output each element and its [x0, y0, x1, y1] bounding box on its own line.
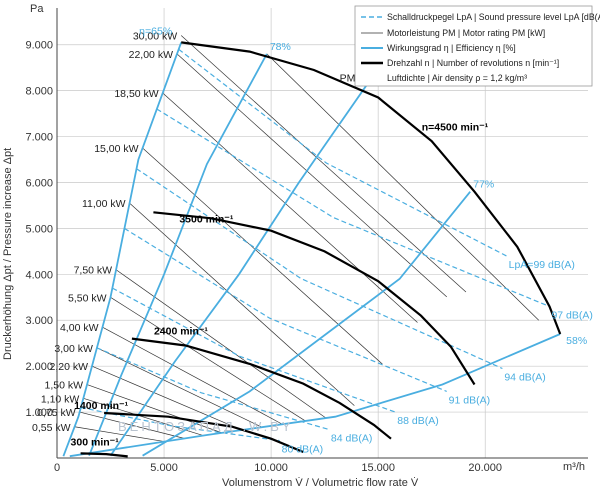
y-tick-label: 8.000 — [25, 86, 53, 98]
x-tick-label: 15.000 — [361, 462, 395, 474]
power-line — [142, 147, 383, 365]
speed-curve-label: 3500 min⁻¹ — [179, 213, 233, 225]
sound-pressure-label: 91 dB(A) — [449, 394, 490, 406]
power-line-label: 1,50 kW — [45, 380, 84, 392]
speed-curve — [104, 411, 304, 454]
power-line — [91, 365, 243, 431]
watermark-text: ВЕНТОЗАПАД .W.BY — [118, 419, 294, 434]
speed-curves — [80, 41, 562, 458]
y-tick-label: 4.000 — [25, 269, 53, 281]
curve-labels: 0,55 kW 0,75 kW 1,10 kW1,50 kW 2,20 kW 3,00 … — [32, 25, 593, 455]
efficiency-line — [142, 191, 471, 457]
efficiency-lines — [62, 42, 561, 458]
y-tick-label: 5.000 — [25, 223, 53, 235]
y-tick-label: 3.000 — [25, 315, 53, 327]
speed-curve — [153, 211, 476, 386]
power-line — [74, 426, 165, 442]
power-line — [266, 53, 539, 321]
power-line-label: 0,55 kW — [32, 422, 71, 434]
sound-pressure-line — [112, 287, 396, 413]
sound-pressure-label: 94 dB(A) — [504, 371, 545, 383]
x-axis-title: Volumenstrom V̇ / Volumetric flow rate V… — [222, 476, 419, 489]
y-tick-label: 6.000 — [25, 177, 53, 189]
power-line — [115, 269, 327, 419]
x-tick-label: 5.000 — [150, 462, 178, 474]
speed-curve — [131, 337, 392, 440]
legend: Schalldruckpegel LpA | Sound pressure le… — [354, 5, 600, 87]
y-unit-label: Pa — [30, 3, 44, 15]
sound-pressure-lines — [80, 48, 550, 442]
power-line-label: 1,10 kW — [41, 393, 80, 405]
speed-curve — [80, 452, 128, 458]
legend-item-speed: Drehzahl n | Number of revolutions n [mi… — [387, 58, 559, 68]
legend-item-power: Motorleistung PM | Motor rating PM [kW] — [387, 28, 545, 38]
motor-power-lines — [74, 35, 539, 442]
sound-pressure-line — [178, 48, 507, 257]
power-line — [86, 384, 223, 434]
sound-pressure-line — [96, 347, 330, 431]
axes: 0 5.000 10.000 15.000 20.000 1.000 2.000 3.000 4… — [25, 8, 588, 474]
efficiency-line — [69, 333, 561, 458]
power-line — [162, 92, 418, 323]
power-line — [180, 35, 467, 293]
legend-item-efficiency: Wirkungsgrad η | Efficiency η [%] — [387, 43, 516, 53]
power-line — [110, 296, 306, 422]
x-tick-label: 0 — [54, 462, 60, 474]
speed-curve-label: 2400 min⁻¹ — [154, 326, 208, 338]
power-line — [129, 202, 355, 406]
power-line — [83, 397, 204, 436]
efficiency-line — [88, 53, 268, 457]
power-line-label: 22,00 kW — [129, 49, 173, 61]
efficiency-line — [62, 42, 183, 457]
efficiency-line — [109, 83, 369, 457]
efficiency-label: η=65% — [139, 25, 172, 37]
y-tick-label: 7.000 — [25, 132, 53, 144]
power-line-label: 11,00 kW — [82, 198, 126, 210]
y-axis-title: Druckerhöhung Δpt / Pressure increase Δp… — [2, 148, 14, 360]
power-line-label: 15,00 kW — [94, 143, 138, 155]
sound-pressure-label: 88 dB(A) — [397, 415, 438, 427]
sound-pressure-line — [156, 108, 550, 308]
power-line-label: 4,00 kW — [60, 322, 99, 334]
sound-pressure-label: 84 dB(A) — [331, 433, 372, 445]
sound-pressure-line — [124, 227, 447, 392]
power-line-label: 3,00 kW — [54, 343, 93, 355]
efficiency-label: 77% — [473, 179, 494, 191]
speed-curve — [181, 41, 562, 335]
power-line — [102, 326, 283, 425]
y-tick-label: 9.000 — [25, 40, 53, 52]
x-tick-label: 20.000 — [468, 462, 502, 474]
speed-curve-label: 1400 min⁻¹ — [74, 400, 128, 412]
speed-curve-label: 300 min⁻¹ — [71, 436, 120, 448]
power-line-label: 2,20 kW — [49, 361, 88, 373]
sound-pressure-label: LpA=99 dB(A) — [509, 259, 575, 271]
sound-pressure-label: 80 dB(A) — [282, 444, 323, 456]
power-line-label: 30,00 kW — [133, 31, 177, 43]
power-line — [96, 347, 262, 428]
y-tick-label: 2.000 — [25, 361, 53, 373]
efficiency-label: 58% — [566, 335, 587, 347]
power-line-label: 0,75 kW — [37, 407, 76, 419]
y-tick-label: 1.000 — [25, 407, 53, 419]
legend-item-density: Luftdichte | Air density ρ = 1,2 kg/m³ — [387, 73, 527, 83]
power-line-label: 18,50 kW — [114, 88, 158, 100]
efficiency-label: 78% — [270, 41, 291, 53]
x-unit-label: m³/h — [563, 461, 585, 473]
power-line-label: 7,50 kW — [74, 265, 113, 277]
sound-pressure-label: 97 dB(A) — [551, 309, 592, 321]
power-line — [176, 53, 448, 298]
power-line-label: 5,50 kW — [68, 292, 107, 304]
legend-item-sound: Schalldruckpegel LpA | Sound pressure le… — [387, 12, 600, 22]
speed-curve-label: n=4500 min⁻¹ — [422, 122, 489, 134]
sound-pressure-line — [80, 406, 280, 442]
x-tick-label: 10.000 — [254, 462, 288, 474]
